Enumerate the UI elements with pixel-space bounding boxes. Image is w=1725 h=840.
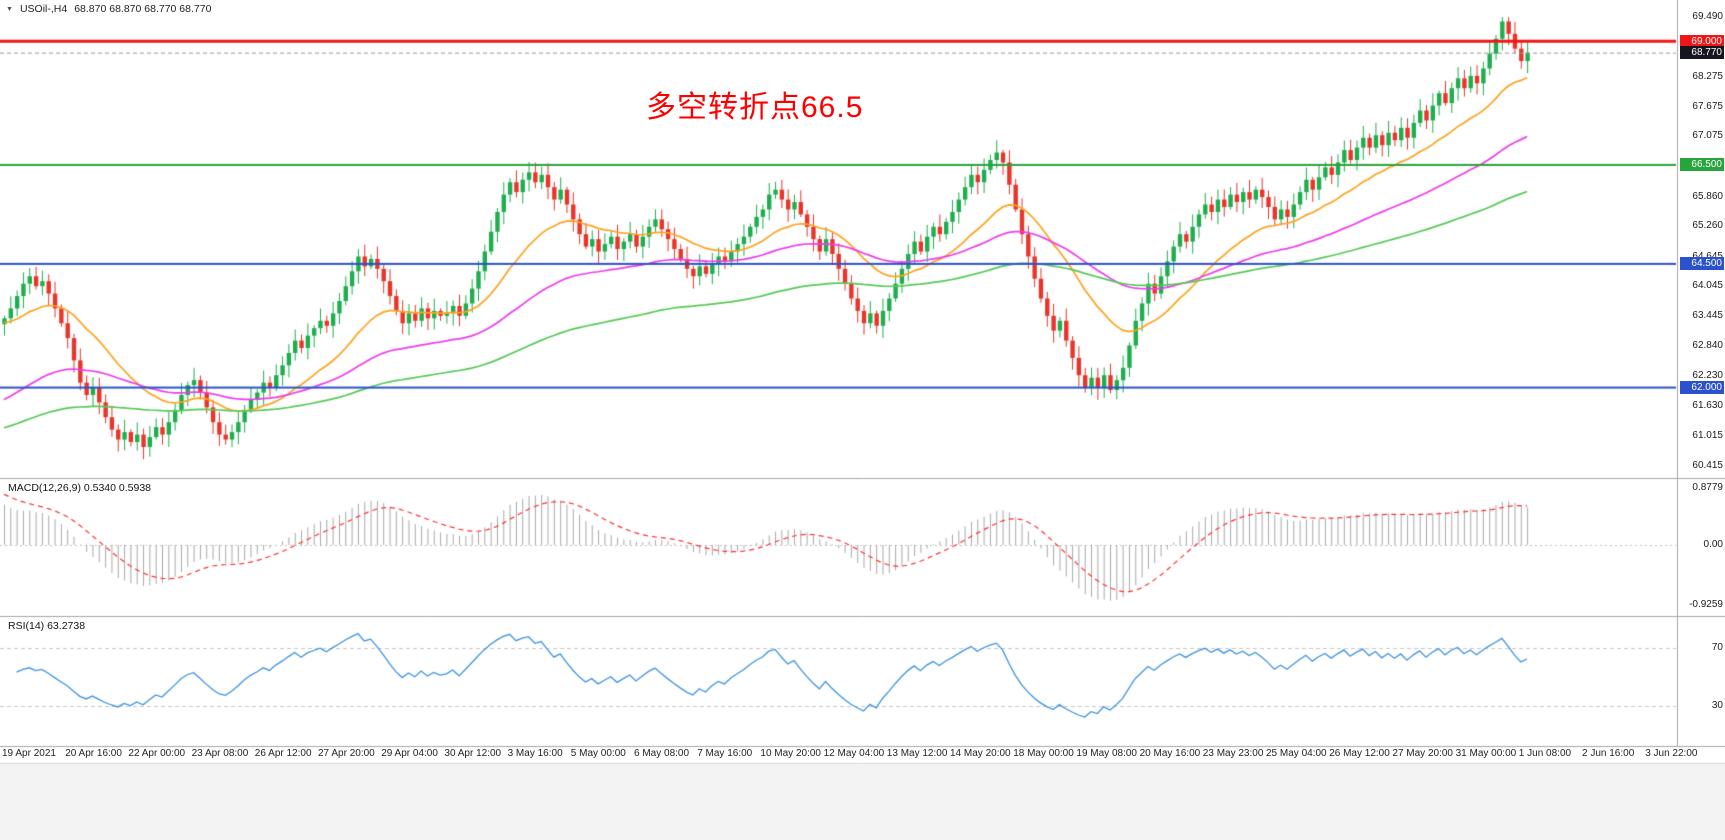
price-axis-tick: 61.015 [1692,430,1723,442]
time-axis-label: 2 Jun 16:00 [1582,748,1635,759]
price-scale[interactable]: 69.490 68.275 67.675 67.075 65.860 65.260 64.6… [1680,0,1725,746]
hline-price-badge: 66.500 [1680,158,1724,172]
time-axis-label: 12 May 04:00 [823,748,885,759]
price-axis-tick: 64.045 [1692,280,1723,292]
price-axis-tick: 68.275 [1692,71,1723,83]
time-axis-label: 18 May 00:00 [1013,748,1074,759]
symbol-readout: ▼ USOil-,H4 68.870 68.870 68.770 68.770 [6,3,211,15]
time-axis-label: 3 Jun 22:00 [1645,748,1698,759]
hline-price-badge: 64.500 [1680,257,1724,271]
time-axis-label: 22 Apr 00:00 [128,748,186,759]
time-axis-label: 26 May 12:00 [1329,748,1390,759]
price-axis-tick: 63.445 [1692,310,1723,322]
time-axis-label: 25 May 04:00 [1266,748,1327,759]
macd-axis-tick: 0.8779 [1692,482,1723,494]
time-axis-label: 19 Apr 2021 [2,748,56,759]
macd-axis-tick: 0.00 [1703,539,1723,550]
rsi-axis-tick: 70 [1711,642,1723,653]
time-axis-label: 3 May 16:00 [507,748,563,759]
time-axis-label: 27 Apr 20:00 [318,748,375,759]
time-axis-label: 14 May 20:00 [950,748,1011,759]
time-axis-label: 29 Apr 04:00 [381,748,438,759]
rsi-axis-tick: 30 [1711,700,1723,711]
price-axis-tick: 62.840 [1692,340,1723,352]
time-axis-label: 19 May 08:00 [1076,748,1137,759]
time-axis-label: 27 May 20:00 [1392,748,1453,759]
ohlc-readout: 68.870 68.870 68.770 68.770 [74,3,212,15]
price-axis-tick: 69.490 [1692,11,1723,22]
price-axis-tick: 67.075 [1692,130,1723,142]
macd-axis-tick: -0.9259 [1689,599,1723,611]
price-axis-tick: 65.260 [1692,220,1723,232]
time-axis-label: 13 May 12:00 [886,748,948,759]
time-axis-label: 7 May 16:00 [697,748,753,759]
price-axis-tick: 67.675 [1692,100,1723,112]
time-axis-label: 23 May 23:00 [1202,748,1264,759]
price-axis-tick: 62.230 [1692,370,1723,382]
current-price-badge: 68.770 [1680,46,1724,60]
time-axis-label: 31 May 00:00 [1455,748,1517,759]
time-axis-label: 1 Jun 08:00 [1518,748,1572,759]
hline-price-badge: 62.000 [1680,381,1724,395]
symbol-timeframe-label: USOil-,H4 [19,3,68,15]
price-axis-tick: 61.630 [1692,399,1723,411]
time-axis-label: 30 Apr 12:00 [444,748,502,759]
price-axis-tick: 64.645 [1692,250,1723,262]
time-axis-label: 23 Apr 08:00 [191,748,249,759]
price-axis-tick: 60.415 [1692,460,1723,471]
annotation-text[interactable]: 多空转折点66.5 [646,91,864,124]
time-axis-label: 20 Apr 16:00 [65,748,122,759]
hline-price-badge: 69.000 [1680,34,1724,48]
time-axis-label: 10 May 20:00 [760,748,821,759]
rsi-label: RSI(14) 63.2738 [8,620,86,632]
time-axis-label: 5 May 00:00 [570,748,626,759]
time-axis-label: 26 Apr 12:00 [254,748,312,759]
time-axis[interactable]: 19 Apr 2021 20 Apr 16:00 22 Apr 00:00 23 Ap… [0,747,1725,764]
symbol-dropdown-icon[interactable]: ▼ [6,5,13,13]
time-axis-label: 20 May 16:00 [1139,748,1201,759]
macd-label: MACD(12,26,9) 0.5340 0.5938 [8,482,152,494]
price-axis-tick: 65.860 [1692,190,1723,202]
time-axis-label: 6 May 08:00 [634,748,690,759]
